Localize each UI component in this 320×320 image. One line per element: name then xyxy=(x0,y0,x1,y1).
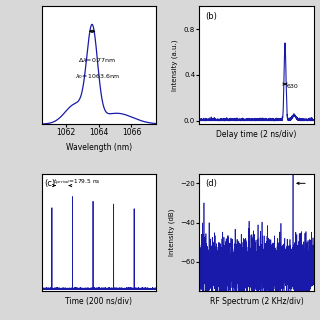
Text: 630: 630 xyxy=(287,84,299,89)
Text: (d): (d) xyxy=(205,180,217,188)
Text: $\Delta\lambda$=0.77nm: $\Delta\lambda$=0.77nm xyxy=(78,56,116,64)
Text: (c): (c) xyxy=(44,180,55,188)
X-axis label: Wavelength (nm): Wavelength (nm) xyxy=(66,143,132,152)
Y-axis label: Intensity (dB): Intensity (dB) xyxy=(168,209,175,256)
X-axis label: Time (200 ns/div): Time (200 ns/div) xyxy=(65,297,132,306)
Text: (b): (b) xyxy=(205,12,217,21)
Text: $\lambda_0$=1063.6nm: $\lambda_0$=1063.6nm xyxy=(75,72,121,81)
X-axis label: RF Spectrum (2 KHz/div): RF Spectrum (2 KHz/div) xyxy=(210,297,303,306)
Y-axis label: Intensity (a.u.): Intensity (a.u.) xyxy=(172,39,178,91)
Text: $t_{period}$=179.5 ns: $t_{period}$=179.5 ns xyxy=(53,177,100,188)
X-axis label: Delay time (2 ns/div): Delay time (2 ns/div) xyxy=(216,130,297,139)
